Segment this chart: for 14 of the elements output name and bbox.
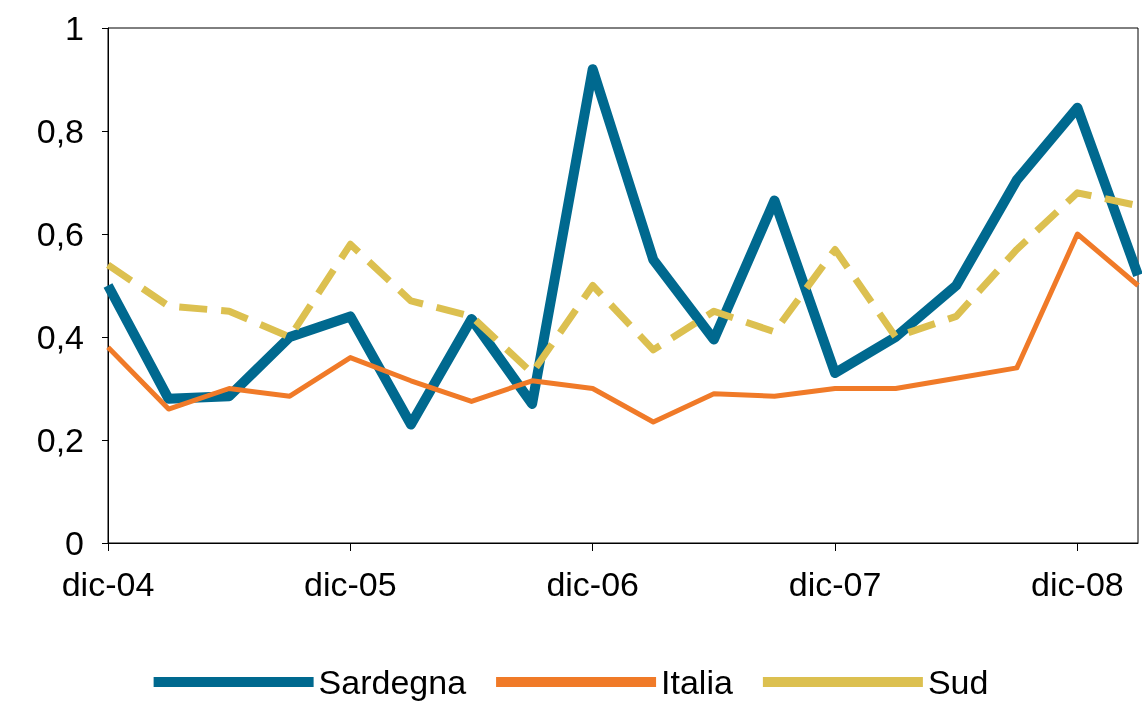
- x-tick-label: dic-05: [304, 565, 397, 603]
- x-tick-label: dic-08: [1031, 565, 1124, 603]
- legend-label: Italia: [661, 663, 733, 701]
- y-tick-label: 1: [65, 9, 84, 47]
- x-tick-label: dic-07: [788, 565, 882, 603]
- x-tick-label: dic-04: [61, 565, 155, 603]
- y-tick-label: 0,6: [36, 215, 84, 253]
- y-tick-label: 0,4: [36, 318, 84, 356]
- legend-label: Sardegna: [318, 663, 467, 701]
- x-tick-label: dic-06: [546, 565, 640, 603]
- y-tick-label: 0,8: [36, 112, 84, 150]
- legend-label: Sud: [927, 663, 989, 701]
- y-tick-label: 0,2: [36, 421, 84, 459]
- y-tick-label: 0: [65, 524, 84, 562]
